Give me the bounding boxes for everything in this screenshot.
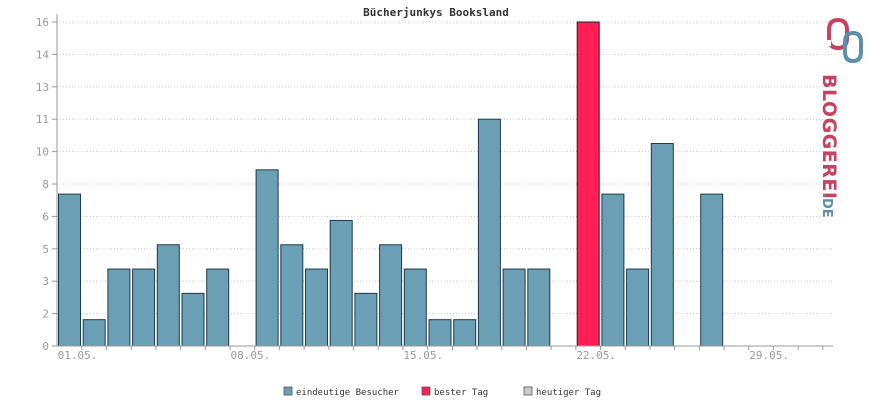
- bar: [428, 319, 452, 347]
- bar-best-day: [576, 21, 600, 347]
- logo-suffix-text: .DE: [819, 193, 834, 218]
- bar: [82, 319, 106, 347]
- bloggerei-logo: BLOGGEREI .DE: [818, 17, 863, 218]
- y-tick-label: 2: [42, 308, 49, 321]
- bar: [132, 268, 156, 347]
- y-tick-label: 14: [36, 48, 50, 61]
- x-axis-ticks: 01.05. 08.05. 15.05. 22.05. 29.05.: [58, 346, 824, 362]
- x-tick-label: 15.05.: [403, 349, 443, 362]
- bar: [601, 193, 625, 347]
- x-tick-label: 22.05.: [576, 349, 616, 362]
- bar: [626, 268, 650, 347]
- y-tick-label: 16: [36, 16, 49, 29]
- bar: [354, 292, 378, 347]
- bar: [181, 292, 205, 347]
- x-tick-label: 29.05.: [749, 349, 789, 362]
- y-tick-label: 8: [42, 178, 49, 191]
- legend-label: eindeutige Besucher: [296, 388, 400, 398]
- bar: [502, 268, 526, 347]
- bar: [156, 244, 180, 347]
- bar: [107, 268, 131, 347]
- y-tick-label: 5: [42, 243, 49, 256]
- logo-brand-text: BLOGGEREI: [818, 74, 840, 199]
- y-axis-ticks: 0 2 3 5 6 8 10 11 13 14 16: [36, 16, 57, 353]
- bar: [379, 244, 403, 347]
- x-tick-label: 08.05.: [231, 349, 271, 362]
- bar: [527, 268, 551, 347]
- bar: [477, 118, 501, 347]
- legend-label: heutiger Tag: [536, 388, 601, 398]
- chart-title: Bücherjunkys Booksland: [363, 6, 509, 19]
- x-tick-label: 01.05.: [58, 349, 98, 362]
- legend-swatch: [283, 386, 293, 396]
- bar: [255, 169, 279, 347]
- legend-swatch: [523, 386, 533, 396]
- y-tick-label: 11: [36, 113, 49, 126]
- y-tick-label: 0: [42, 340, 49, 353]
- y-tick-label: 13: [36, 81, 49, 94]
- y-tick-label: 6: [42, 210, 49, 223]
- axes: [56, 14, 833, 347]
- bar: [206, 268, 230, 347]
- bar: [58, 193, 81, 347]
- legend-label: bester Tag: [434, 388, 488, 398]
- bars: [58, 21, 724, 347]
- bar: [305, 268, 328, 347]
- bar: [650, 143, 674, 347]
- y-tick-label: 10: [36, 146, 49, 159]
- bar: [329, 219, 353, 347]
- bar: [700, 193, 724, 347]
- bar: [280, 244, 304, 347]
- legend: eindeutige Besucher bester Tag heutiger Ta…: [283, 386, 601, 398]
- legend-swatch: [421, 386, 431, 396]
- bar: [453, 319, 477, 347]
- y-tick-label: 3: [42, 275, 49, 288]
- bloggerei-logo-icon: [823, 17, 863, 64]
- bar: [403, 268, 427, 347]
